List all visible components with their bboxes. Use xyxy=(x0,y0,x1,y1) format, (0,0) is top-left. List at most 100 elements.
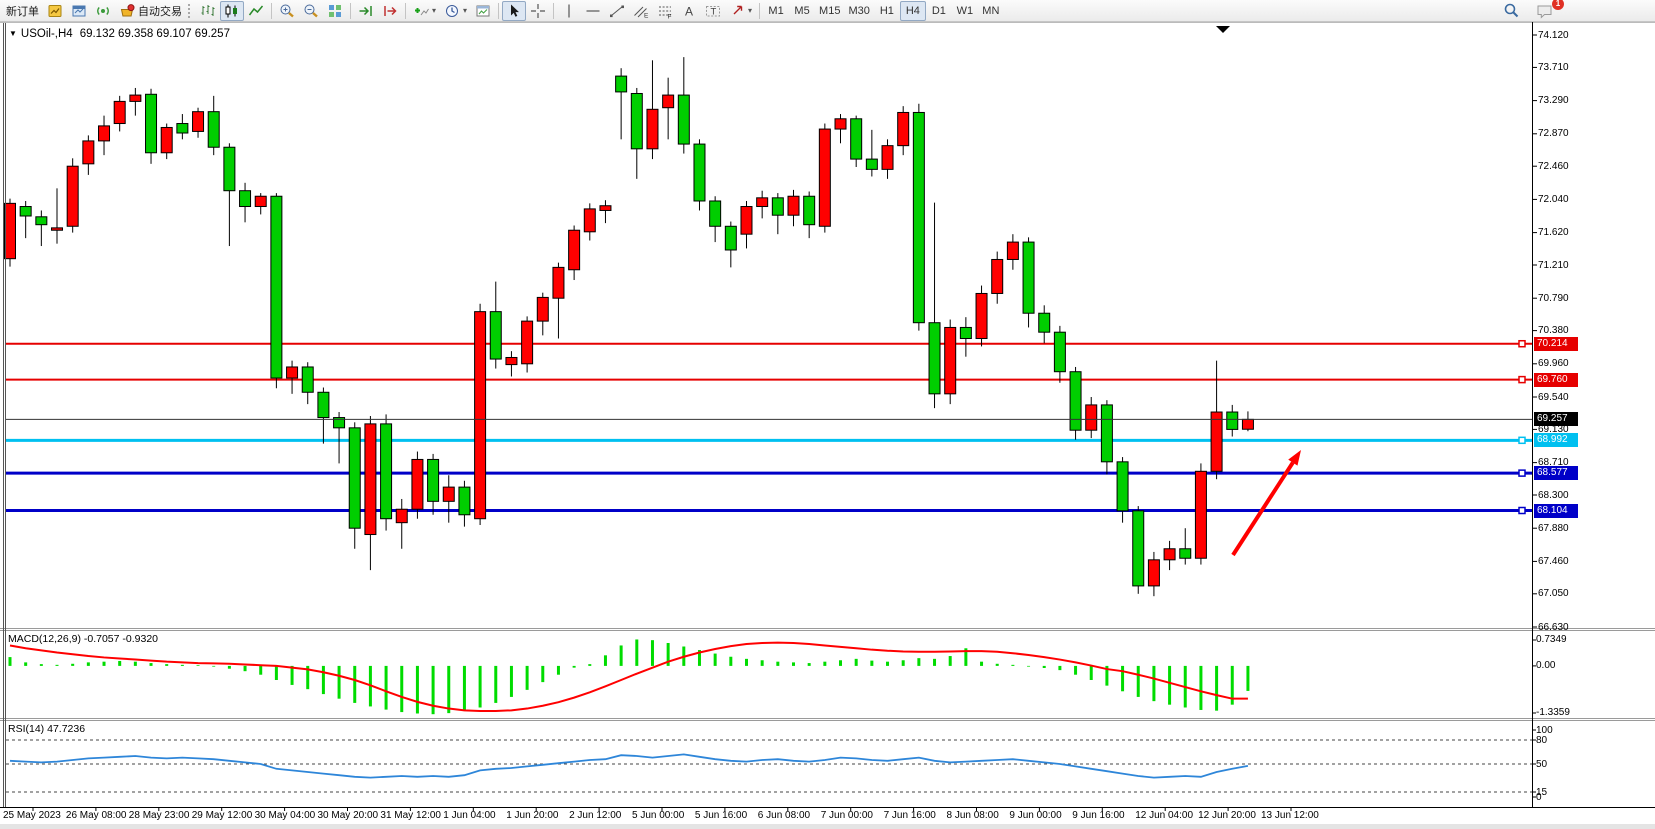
chevron-down-icon: ▼ xyxy=(9,29,17,38)
macd-values: -0.7057 -0.9320 xyxy=(83,633,159,645)
time-axis-label: 1 Jun 20:00 xyxy=(506,810,559,821)
line-chart-type-button[interactable] xyxy=(244,1,268,21)
signals-button[interactable] xyxy=(91,1,115,21)
price-axis-label: 69.130 xyxy=(1538,423,1569,435)
vertical-line-icon xyxy=(568,4,570,17)
trendline-icon xyxy=(610,5,625,17)
autotrading-button[interactable]: 自动交易 xyxy=(115,1,186,21)
price-axis-label: 74.120 xyxy=(1538,29,1569,41)
chat-bubble-icon xyxy=(1537,5,1552,19)
time-axis-label: 7 Jun 00:00 xyxy=(820,810,873,821)
tile-windows-icon xyxy=(329,4,341,17)
price-line-badge: 68.992 xyxy=(1534,433,1578,448)
rsi-value: 47.7236 xyxy=(47,723,86,735)
chart-title[interactable]: ▼ USOil-,H4 69.132 69.358 69.107 69.257 xyxy=(9,28,230,40)
price-axis-label: 67.050 xyxy=(1538,588,1569,600)
new-order-button[interactable]: 新订单 xyxy=(2,1,43,21)
bar-chart-type-button[interactable] xyxy=(196,1,220,21)
price-axis-label: 71.210 xyxy=(1538,259,1569,271)
time-axis-label: 7 Jun 16:00 xyxy=(883,810,936,821)
price-axis-label: 70.380 xyxy=(1538,325,1569,337)
channel-tool-button[interactable]: E xyxy=(629,1,653,21)
new-chart-icon xyxy=(48,4,62,17)
dropdown-caret-icon: ▾ xyxy=(463,5,468,15)
chart-symbol: USOil-,H4 xyxy=(20,28,73,40)
rsi-axis-label: 80 xyxy=(1536,734,1548,746)
search-button[interactable] xyxy=(1499,1,1524,21)
chart-shift-button[interactable] xyxy=(378,1,402,21)
new-chart-button[interactable] xyxy=(43,1,67,21)
price-axis-label: 68.300 xyxy=(1538,489,1569,501)
fibonacci-tool-button[interactable]: F xyxy=(653,1,677,21)
time-axis-label: 5 Jun 00:00 xyxy=(632,810,685,821)
tile-windows-button[interactable] xyxy=(323,1,347,21)
arrows-tool-button[interactable]: ▾ xyxy=(725,1,756,21)
time-axis-label: 8 Jun 08:00 xyxy=(946,810,999,821)
time-axis-label: 1 Jun 04:00 xyxy=(443,810,496,821)
cursor-tool-button[interactable] xyxy=(502,0,527,21)
time-axis-label: 28 May 23:00 xyxy=(128,810,190,821)
timeframe-group: M1 M5 M15 M30 H1 H4 D1 W1 MN xyxy=(763,0,1004,21)
vertical-line-tool-button[interactable] xyxy=(557,1,581,21)
arrow-objects-icon xyxy=(733,5,743,14)
time-axis-label: 12 Jun 20:00 xyxy=(1198,810,1256,821)
horizontal-line-tool-button[interactable] xyxy=(581,1,605,21)
periods-button[interactable]: ▾ xyxy=(440,1,471,21)
time-axis-label: 31 May 12:00 xyxy=(380,810,441,821)
rsi-axis-label: 50 xyxy=(1536,758,1548,770)
price-line-badge: 68.104 xyxy=(1534,503,1578,518)
price-axis-label: 72.460 xyxy=(1538,160,1569,172)
time-axis-label: 2 Jun 12:00 xyxy=(569,810,622,821)
tf-h4-button[interactable]: H4 xyxy=(899,0,926,21)
autotrading-icon xyxy=(120,3,135,16)
templates-button[interactable] xyxy=(471,1,495,21)
label-tool-button[interactable]: T xyxy=(701,1,725,21)
tf-w1-button[interactable]: W1 xyxy=(952,1,978,21)
tf-mn-button[interactable]: MN xyxy=(978,1,1004,21)
text-tool-button[interactable]: A xyxy=(677,1,701,21)
tf-m1-button[interactable]: M1 xyxy=(763,1,789,21)
indicators-button[interactable]: ▾ xyxy=(409,1,440,21)
notifications-button[interactable]: 1 xyxy=(1532,0,1564,21)
profile-window-icon xyxy=(72,5,86,16)
line-chart-icon xyxy=(248,5,264,15)
toolbar: 新订单 自动交易 ▾ ▾ E F A T ▾ M1 xyxy=(0,0,1655,22)
candlestick-chart-type-button[interactable] xyxy=(220,0,244,21)
crosshair-icon xyxy=(531,3,546,18)
cursor-icon xyxy=(511,4,520,17)
price-line-badge: 70.214 xyxy=(1534,336,1578,351)
price-axis-label: 67.460 xyxy=(1538,555,1569,567)
tf-d1-button[interactable]: D1 xyxy=(926,1,952,21)
bar-chart-icon xyxy=(201,4,215,16)
indicators-plus-icon xyxy=(415,7,429,15)
tf-m30-button[interactable]: M30 xyxy=(844,1,873,21)
zoom-in-button[interactable] xyxy=(275,1,299,21)
time-axis-label: 13 Jun 12:00 xyxy=(1261,810,1319,821)
toolbar-grip[interactable] xyxy=(188,3,192,18)
price-axis-label: 69.960 xyxy=(1538,358,1569,370)
price-axis-label: 70.790 xyxy=(1538,292,1569,304)
autoscroll-button[interactable] xyxy=(354,1,378,21)
time-axis-label: 12 Jun 04:00 xyxy=(1135,810,1194,821)
svg-text:A: A xyxy=(685,4,693,18)
price-line-badge: 69.760 xyxy=(1534,372,1578,387)
profiles-button[interactable] xyxy=(67,1,91,21)
price-axis-label: 72.040 xyxy=(1538,193,1569,205)
tf-m5-button[interactable]: M5 xyxy=(789,1,815,21)
rsi-indicator-label: RSI(14) 47.7236 xyxy=(8,723,86,735)
zoom-out-button[interactable] xyxy=(299,1,323,21)
price-axis-label: 71.620 xyxy=(1538,227,1569,239)
text-a-icon: A xyxy=(685,4,693,18)
price-line-badge: 68.577 xyxy=(1534,466,1578,481)
autotrading-label: 自动交易 xyxy=(138,5,182,18)
price-axis-label: 68.710 xyxy=(1538,457,1569,469)
macd-axis-label: 0.7349 xyxy=(1536,634,1567,646)
tf-h1-button[interactable]: H1 xyxy=(874,1,900,21)
trendline-tool-button[interactable] xyxy=(605,1,629,21)
crosshair-tool-button[interactable] xyxy=(526,1,550,21)
svg-text:T: T xyxy=(711,6,717,17)
rsi-axis-label: 0 xyxy=(1536,791,1542,803)
tf-m15-button[interactable]: M15 xyxy=(815,1,844,21)
